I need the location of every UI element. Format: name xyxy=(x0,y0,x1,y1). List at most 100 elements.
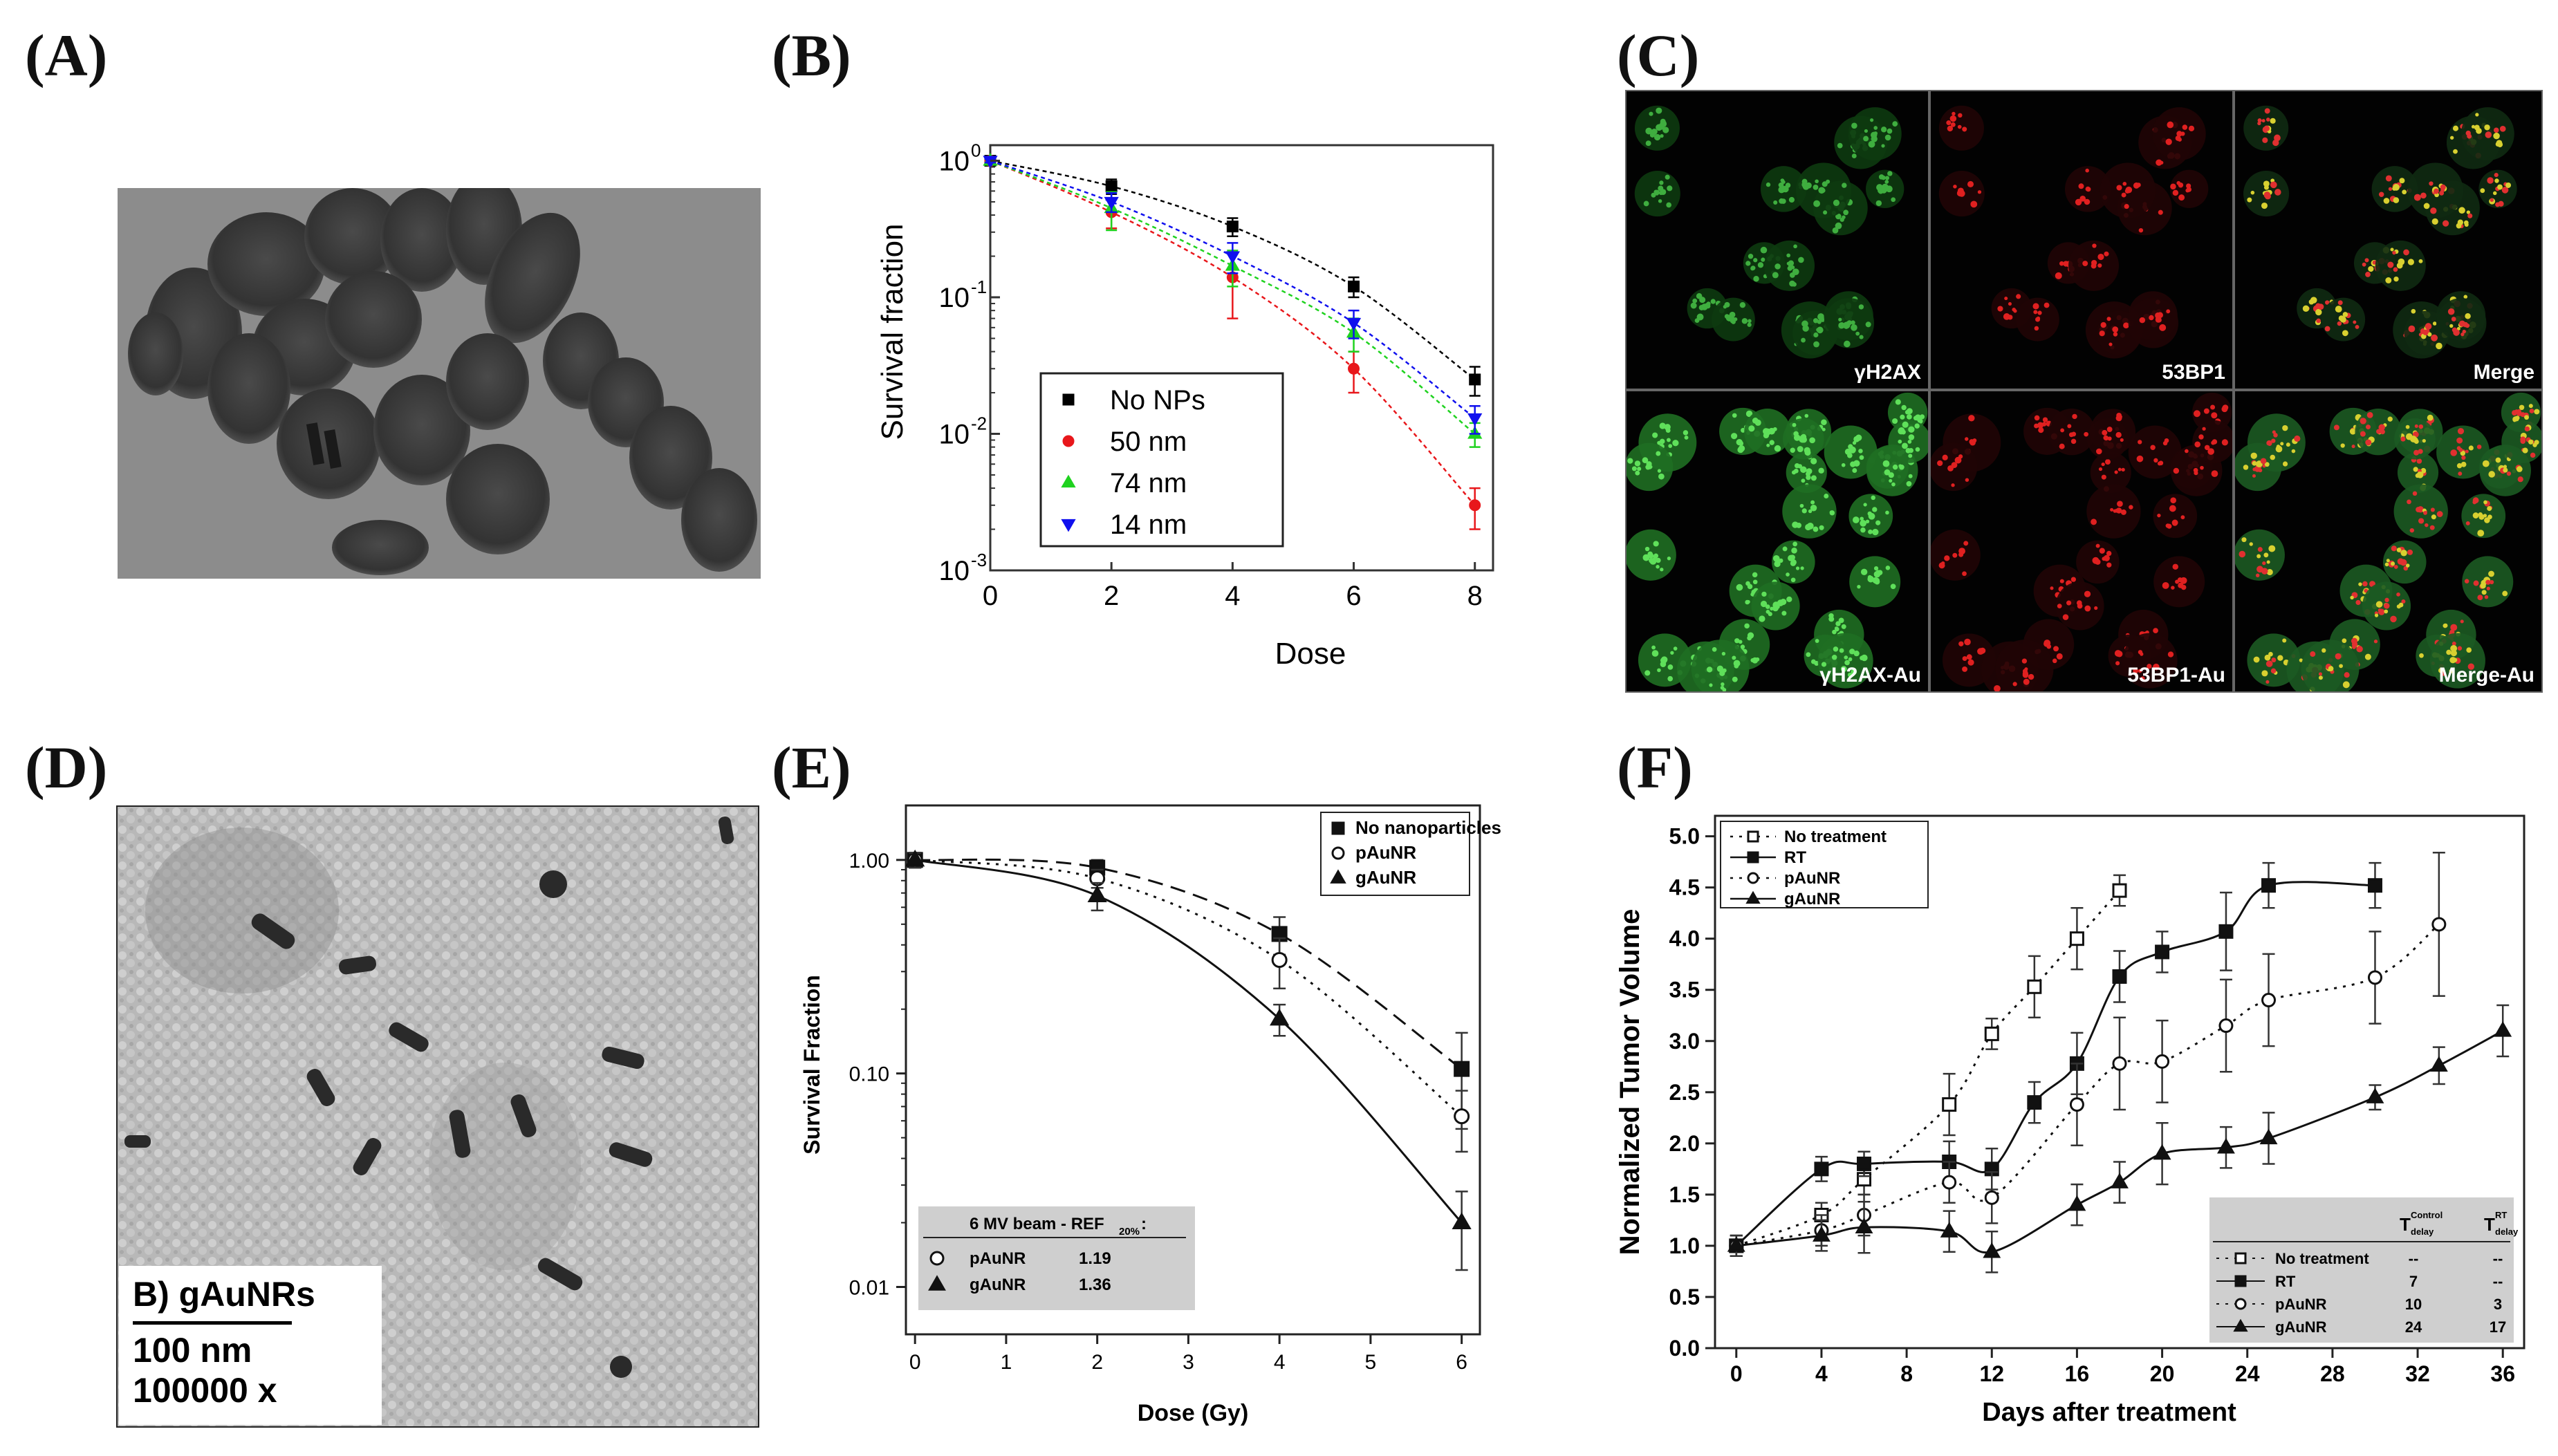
y-tick-label: 2.5 xyxy=(1669,1080,1700,1105)
inset-table-bg xyxy=(2209,1197,2514,1343)
cell-nucleus xyxy=(2153,556,2205,608)
legend-label: No treatment xyxy=(1784,828,1887,846)
legend-label: pAuNR xyxy=(1355,842,1416,863)
x-tick-label: 2 xyxy=(1104,581,1119,611)
cell-nucleus xyxy=(1848,107,1902,161)
cell-nucleus xyxy=(2301,640,2360,691)
x-tick-label: 4 xyxy=(1274,1351,1286,1374)
cell-nucleus xyxy=(1938,105,1984,151)
inset-table-bg xyxy=(918,1206,1195,1310)
data-point xyxy=(1454,1061,1470,1077)
data-point xyxy=(2259,1128,2278,1145)
y-tick-exponent: 0 xyxy=(971,140,981,161)
legend-marker xyxy=(1062,435,1075,447)
inset-table-marker xyxy=(2233,1318,2248,1332)
cell-nucleus xyxy=(2461,494,2506,539)
y-tick-label: 2.0 xyxy=(1669,1131,1700,1156)
x-tick-label: 12 xyxy=(1979,1361,2004,1386)
data-point xyxy=(1452,1212,1472,1230)
y-tick-label: 0.0 xyxy=(1669,1336,1700,1361)
cell-nucleus xyxy=(1786,451,1827,494)
legend-marker xyxy=(1330,869,1346,884)
tile-gh2ax: γH2AX xyxy=(1625,90,1929,390)
legend-label: 50 nm xyxy=(1110,427,1187,457)
y-tick-label: 10 xyxy=(939,556,970,586)
panel-label-b: (B) xyxy=(772,22,851,88)
cell-nucleus xyxy=(2087,418,2129,460)
y-tick-exponent: -2 xyxy=(971,413,987,434)
cell-nucleus xyxy=(2122,633,2178,689)
inset-table-marker xyxy=(928,1275,946,1291)
data-point xyxy=(1348,280,1360,292)
legend-marker xyxy=(1331,821,1345,835)
data-point xyxy=(1454,1108,1470,1125)
y-tick-label: 0.5 xyxy=(1669,1285,1700,1309)
legend-label: pAuNR xyxy=(1784,869,1840,888)
x-tick-label: 8 xyxy=(1900,1361,1913,1386)
cell-nucleus xyxy=(2048,409,2095,456)
cell-nucleus xyxy=(2235,529,2285,581)
inset-table-cell: pAuNR xyxy=(2275,1296,2327,1313)
data-point xyxy=(2218,924,2234,939)
cell-nucleus xyxy=(2501,420,2541,463)
inset-table-cell: 10 xyxy=(2405,1296,2422,1313)
cell-nucleus xyxy=(2429,633,2485,689)
cell-nucleus xyxy=(2090,451,2131,494)
data-point xyxy=(2069,1097,2084,1112)
inset-table-cell: 3 xyxy=(2494,1296,2502,1313)
y-tick-label: 1.0 xyxy=(1669,1233,1700,1258)
cell-nucleus xyxy=(2393,484,2448,539)
tile-label: 53BP1-Au xyxy=(2127,664,2225,687)
scale-bar xyxy=(133,1321,292,1325)
cell-nucleus xyxy=(2362,581,2411,631)
x-tick-label: 24 xyxy=(2235,1361,2260,1386)
data-point xyxy=(1469,499,1481,512)
cell-nucleus xyxy=(1772,540,1815,584)
cell-nucleus xyxy=(2100,162,2156,218)
cell-nucleus xyxy=(2394,418,2436,460)
tem-image-a xyxy=(118,188,761,579)
inset-table-title: 6 MV beam - REF xyxy=(970,1215,1104,1233)
data-point xyxy=(905,849,925,867)
data-point xyxy=(1940,1222,1958,1238)
legend-label: No NPs xyxy=(1110,385,1205,416)
nanorod-marks xyxy=(306,422,342,469)
legend-marker xyxy=(1062,393,1075,406)
data-point xyxy=(1813,1226,1831,1242)
inset-table-header-sub: delay xyxy=(2495,1226,2519,1237)
cell-nucleus xyxy=(1691,640,1750,691)
cell-nucleus xyxy=(2068,240,2120,291)
data-point xyxy=(1727,1236,1745,1252)
data-point xyxy=(1855,1217,1873,1233)
tile-label: 53BP1 xyxy=(2162,361,2225,384)
y-tick-label: 1.00 xyxy=(849,850,889,872)
scale-legend: B) gAuNRs 100 nm 100000 x xyxy=(119,1266,382,1425)
inset-table-cell: 1.19 xyxy=(1079,1249,1111,1268)
tile-label: γH2AX-Au xyxy=(1819,664,1921,687)
data-point xyxy=(1270,1008,1290,1026)
inset-table-header-sup: RT xyxy=(2495,1210,2507,1220)
legend-label: gAuNR xyxy=(1355,867,1416,888)
cell-nucleus xyxy=(2462,556,2514,608)
data-point xyxy=(1226,221,1239,233)
y-tick-exponent: -3 xyxy=(971,550,987,570)
plot-frame xyxy=(989,144,1494,572)
data-point xyxy=(2068,1195,2086,1211)
cell-nucleus xyxy=(1824,298,1875,348)
tile-label: Merge-Au xyxy=(2438,664,2534,687)
cell-nucleus xyxy=(2375,240,2426,291)
panel-label-f: (F) xyxy=(1617,734,1693,801)
cell-nucleus xyxy=(2064,166,2111,212)
data-point xyxy=(2218,1018,2234,1034)
inset-table-cell: gAuNR xyxy=(970,1276,1026,1294)
tile-53bp1-au: 53BP1-Au xyxy=(1929,390,2234,693)
data-point xyxy=(1942,1175,1957,1190)
panel-label-c: (C) xyxy=(1617,22,1700,88)
data-point xyxy=(2155,1054,2170,1069)
data-point xyxy=(2111,1173,2129,1188)
cell-nucleus xyxy=(1795,162,1852,218)
data-point xyxy=(2367,970,2382,985)
inset-table-cell: 1.36 xyxy=(1079,1276,1111,1294)
cell-nucleus xyxy=(2128,425,2182,479)
x-tick-label: 3 xyxy=(1183,1351,1194,1374)
